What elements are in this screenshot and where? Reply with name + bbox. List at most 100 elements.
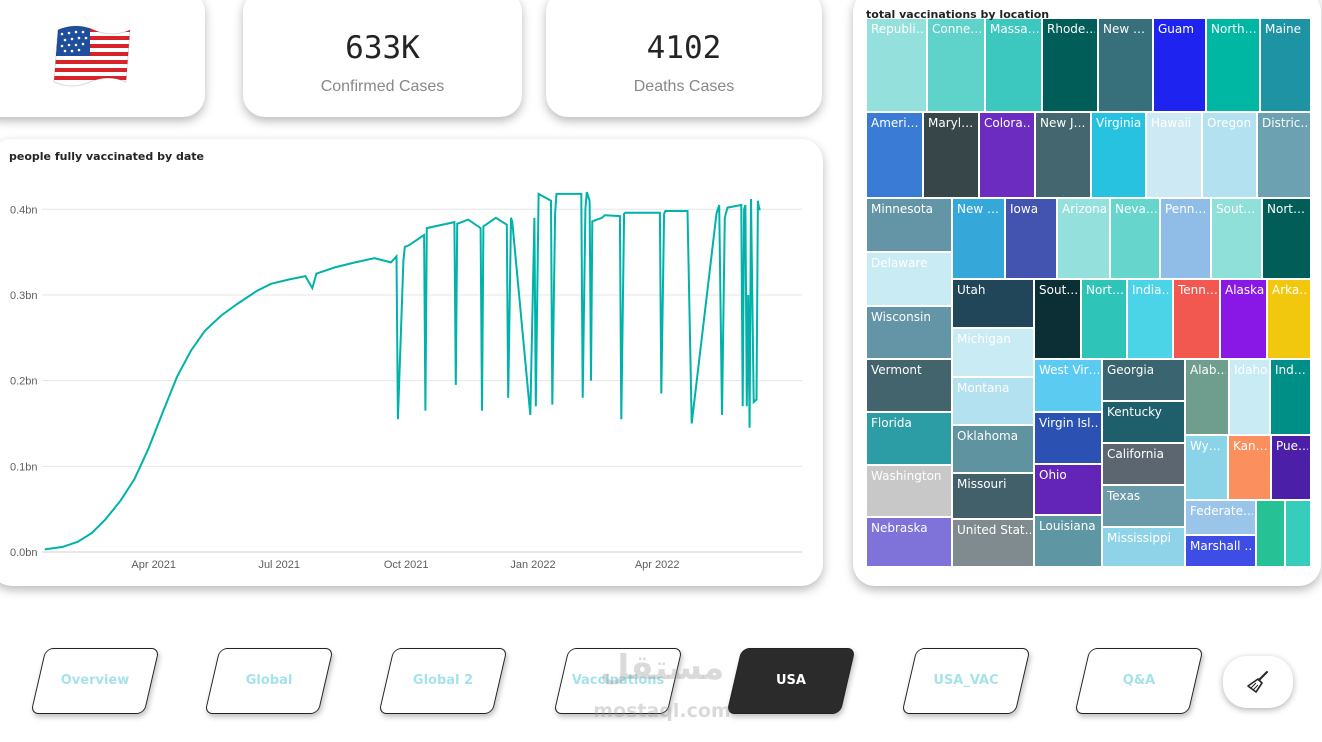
treemap-cell[interactable]: West Vir… xyxy=(1034,359,1102,412)
treemap-cell[interactable]: Alaska xyxy=(1220,279,1267,359)
treemap: Republi… Conne… Massa… Rhode… New … Guam North… xyxy=(853,0,1321,586)
treemap-cell[interactable]: Federate… xyxy=(1185,500,1256,535)
treemap-title: total vaccinations by location xyxy=(866,8,1050,21)
us-flag-icon xyxy=(53,25,131,87)
treemap-cell-label: Alab… xyxy=(1190,363,1226,377)
treemap-cell[interactable]: Delaware xyxy=(866,252,952,306)
treemap-cell[interactable]: Colora… xyxy=(979,112,1035,198)
treemap-cell[interactable]: Washington xyxy=(866,465,952,517)
treemap-cell[interactable]: Michigan xyxy=(952,328,1034,377)
treemap-cell[interactable]: Vermont xyxy=(866,359,952,412)
treemap-cell[interactable]: Oregon xyxy=(1202,112,1257,198)
y-tick-label: 0.3bn xyxy=(10,290,38,302)
treemap-cell[interactable]: Utah xyxy=(952,279,1034,328)
treemap-cell[interactable]: Maine xyxy=(1260,18,1311,112)
treemap-cell[interactable]: Hawaii xyxy=(1146,112,1202,198)
treemap-cell[interactable]: Guam xyxy=(1153,18,1206,112)
treemap-cell[interactable]: Louisiana xyxy=(1034,515,1102,567)
treemap-cell[interactable]: Tenn… xyxy=(1173,279,1220,359)
treemap-cell[interactable]: Sout… xyxy=(1034,279,1081,359)
treemap-cell[interactable]: Conne… xyxy=(927,18,985,112)
x-tick-label: Apr 2021 xyxy=(131,559,176,571)
nav-qa-button[interactable]: Q&A xyxy=(1074,648,1204,714)
treemap-cell[interactable]: Marshall … xyxy=(1185,535,1256,567)
treemap-cell[interactable]: Arka… xyxy=(1267,279,1311,359)
treemap-cell[interactable]: Minnesota xyxy=(866,198,952,252)
treemap-cell[interactable]: Distric… xyxy=(1257,112,1311,198)
nav-overview-button[interactable]: Overview xyxy=(30,648,160,714)
treemap-cell[interactable]: Nebraska xyxy=(866,517,952,567)
treemap-cell-label: Penn… xyxy=(1165,202,1207,216)
treemap-cell[interactable]: Wy… xyxy=(1185,435,1228,500)
treemap-cell[interactable]: Pue… xyxy=(1271,435,1311,500)
treemap-cell-label: India… xyxy=(1132,283,1170,297)
treemap-cell[interactable]: Republi… xyxy=(866,18,927,112)
x-tick-label: Oct 2021 xyxy=(384,559,429,571)
treemap-cell[interactable]: United Stat… xyxy=(952,519,1034,567)
treemap-cell[interactable]: Florida xyxy=(866,412,952,465)
treemap-cell[interactable]: Arizona xyxy=(1057,198,1110,279)
treemap-cell[interactable]: California xyxy=(1102,443,1185,485)
treemap-cell[interactable]: Ind… xyxy=(1270,359,1311,435)
treemap-cell[interactable]: Ameri… xyxy=(866,112,923,198)
treemap-cell[interactable]: Alab… xyxy=(1185,359,1229,435)
treemap-cell-label: United Stat… xyxy=(957,523,1031,537)
treemap-cell-label: Arka… xyxy=(1272,283,1308,297)
confirmed-cases-label: Confirmed Cases xyxy=(320,78,445,95)
treemap-cell[interactable]: Maryl… xyxy=(923,112,979,198)
treemap-cell-label: Pue… xyxy=(1276,439,1308,453)
treemap-cell[interactable]: Iowa xyxy=(1005,198,1057,279)
treemap-cell-label: Idaho xyxy=(1234,363,1267,377)
treemap-cell[interactable]: Wisconsin xyxy=(866,306,952,359)
treemap-cell-label: New … xyxy=(957,202,999,216)
nav-usa-label: USA xyxy=(776,673,806,688)
treemap-cell-label: Hawaii xyxy=(1151,116,1192,130)
nav-usa-vac-button[interactable]: USA_VAC xyxy=(901,648,1031,714)
treemap-cell[interactable]: Texas xyxy=(1102,485,1185,527)
treemap-cell[interactable]: Rhode… xyxy=(1042,18,1098,112)
series-line[interactable] xyxy=(44,191,761,551)
treemap-cell[interactable] xyxy=(1256,500,1285,567)
line-chart[interactable]: people fully vaccinated by date 0.0bn 0.1… xyxy=(0,139,823,586)
clear-filters-button[interactable] xyxy=(1223,656,1293,708)
treemap-cell-label: Utah xyxy=(957,283,986,297)
treemap-cell[interactable]: Virgin Isl… xyxy=(1034,412,1102,464)
treemap-cell-label: California xyxy=(1107,447,1164,461)
treemap-cell-label: Minnesota xyxy=(871,202,933,216)
treemap-cell-label: Wy… xyxy=(1190,439,1221,453)
treemap-cell[interactable]: Georgia xyxy=(1102,359,1185,401)
treemap-cell[interactable]: Nort… xyxy=(1081,279,1127,359)
treemap-cell[interactable]: North… xyxy=(1206,18,1260,112)
treemap-cell[interactable]: Nort… xyxy=(1262,198,1311,279)
nav-global-button[interactable]: Global xyxy=(204,648,334,714)
treemap-cell[interactable]: Missouri xyxy=(952,473,1034,519)
treemap-cell[interactable]: India… xyxy=(1127,279,1173,359)
treemap-cell[interactable]: Penn… xyxy=(1160,198,1211,279)
y-tick-label: 0.0bn xyxy=(10,547,38,559)
treemap-cell[interactable]: Massa… xyxy=(985,18,1042,112)
deaths-cases-label: Deaths Cases xyxy=(633,78,735,95)
treemap-cell[interactable]: Idaho xyxy=(1229,359,1270,435)
treemap-cell-label: Maryl… xyxy=(928,116,974,130)
treemap-cell[interactable]: Kan… xyxy=(1228,435,1271,500)
nav-vaccinations-button[interactable]: Vaccinations xyxy=(553,648,683,714)
flag-card xyxy=(0,0,205,117)
treemap-cell[interactable]: New J… xyxy=(1035,112,1091,198)
treemap-cell[interactable]: Neva… xyxy=(1110,198,1160,279)
treemap-cell-label: Delaware xyxy=(871,256,928,270)
treemap-cell[interactable]: New … xyxy=(1098,18,1153,112)
treemap-cell[interactable]: New … xyxy=(952,198,1005,279)
treemap-cell[interactable]: Ohio xyxy=(1034,464,1102,515)
treemap-cell-label: Conne… xyxy=(932,22,982,36)
nav-usa-button[interactable]: USA xyxy=(726,648,856,714)
treemap-cell[interactable]: Sout… xyxy=(1211,198,1262,279)
confirmed-cases-card: 633K Confirmed Cases xyxy=(243,0,522,117)
nav-global-2-button[interactable]: Global 2 xyxy=(378,648,508,714)
treemap-cell[interactable]: Oklahoma xyxy=(952,425,1034,473)
treemap-cell[interactable]: Kentucky xyxy=(1102,401,1185,443)
treemap-cell[interactable]: Virginia xyxy=(1091,112,1146,198)
treemap-cell[interactable]: Mississippi xyxy=(1102,527,1185,567)
treemap-cell[interactable] xyxy=(1285,500,1311,567)
treemap-cell-label: Mississippi xyxy=(1107,531,1171,545)
treemap-cell[interactable]: Montana xyxy=(952,377,1034,425)
